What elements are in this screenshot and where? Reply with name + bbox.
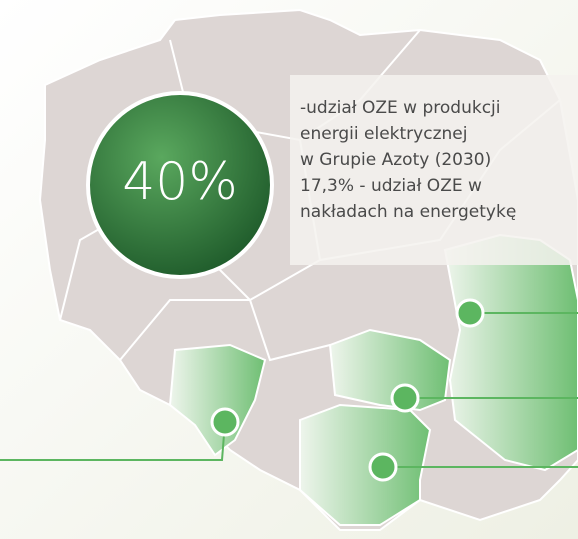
description-line: nakładach na energetykę [300, 202, 516, 222]
description-line: -udział OZE w produkcji [300, 98, 501, 118]
badge-label: 40% [122, 152, 238, 212]
description-line: w Grupie Azoty (2030) [300, 150, 491, 170]
description: -udział OZE w produkcji energii elektrycz… [300, 98, 516, 222]
description-line: 17,3% - udział OZE w [300, 176, 482, 196]
description-line: energii elektrycznej [300, 124, 467, 144]
infographic: 40% -udział OZE w produkcji energii elekt… [0, 0, 578, 539]
